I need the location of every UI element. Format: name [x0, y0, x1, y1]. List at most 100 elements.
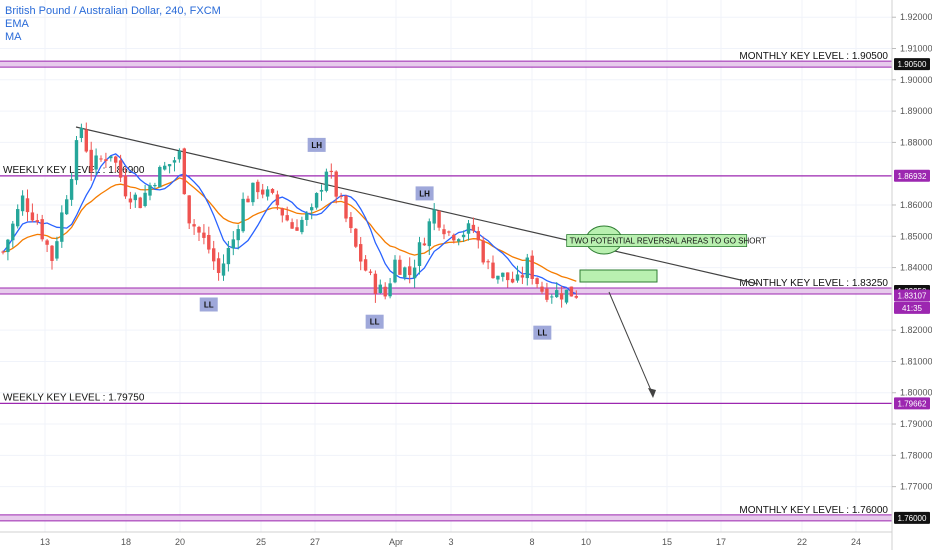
time-tick-label: 3 — [448, 537, 453, 547]
time-tick-label: 17 — [716, 537, 726, 547]
candle-body — [393, 259, 397, 283]
candle-body — [265, 189, 270, 197]
price-tick-label: 1.78000 — [900, 450, 932, 460]
ma-layer — [2, 153, 577, 295]
candle-body — [550, 296, 554, 298]
candle-body — [20, 195, 25, 212]
candle-body — [123, 175, 128, 197]
time-tick-label: 10 — [581, 537, 591, 547]
ema-indicator-label[interactable]: EMA — [5, 18, 29, 30]
candle-body — [45, 240, 49, 245]
key-level-label: MONTHLY KEY LEVEL : 1.76000 — [739, 505, 888, 516]
candle-body — [246, 198, 250, 203]
price-badge — [894, 289, 930, 302]
ema-line — [2, 177, 577, 282]
price-tick-label: 1.80000 — [900, 388, 932, 398]
candle-body — [491, 262, 495, 279]
trendline-layer — [75, 126, 759, 398]
candle-body — [496, 275, 500, 280]
swing-marker-box — [415, 186, 434, 201]
price-badge — [894, 58, 930, 71]
candle-body — [574, 296, 578, 298]
candle-body — [187, 195, 191, 224]
candle-body — [231, 239, 235, 249]
key-level-label: WEEKLY KEY LEVEL : 1.79750 — [3, 392, 145, 403]
candle-body — [501, 272, 505, 277]
candle-body — [1, 251, 5, 253]
annotation-label-box — [566, 234, 748, 247]
candle-body — [569, 286, 574, 297]
candle-body — [172, 160, 177, 163]
candle-body — [153, 184, 157, 187]
descending-trendline — [75, 126, 759, 285]
candle-body — [60, 212, 64, 242]
candle-body — [461, 234, 466, 238]
price-tick-label: 1.81000 — [900, 356, 932, 366]
price-tick-label: 1.85000 — [900, 231, 932, 241]
price-tick-label: 1.82000 — [900, 325, 932, 335]
swing-marker-label: LH — [311, 141, 322, 150]
candle-body — [261, 189, 265, 195]
price-tick-label: 1.92000 — [900, 12, 932, 22]
candle-body — [452, 234, 456, 241]
annotation-label-text: TWO POTENTIAL REVERSAL AREAS TO GO SHORT — [570, 237, 766, 246]
candle-body — [143, 192, 147, 206]
projection-arrow-head — [648, 388, 656, 398]
grid-lines — [0, 0, 892, 532]
candle-body — [133, 194, 137, 201]
candle-body — [457, 239, 461, 242]
candle-body — [202, 232, 206, 238]
price-badge — [894, 301, 930, 314]
candle-body — [251, 182, 255, 203]
candle-body — [207, 234, 211, 250]
annotations-layer: LH LH LL LL LL TWO POTENTIAL REVERSAL AREAS T… — [199, 137, 766, 340]
candle-body — [408, 266, 412, 276]
swing-marker-box — [307, 137, 326, 152]
candle-body — [373, 273, 378, 294]
candle-body — [285, 215, 289, 221]
candle-body — [216, 258, 221, 273]
candle-body — [525, 257, 529, 279]
candle-body — [510, 278, 515, 283]
candle-body — [559, 293, 564, 300]
candle-body — [471, 224, 476, 231]
candle-body — [378, 284, 382, 294]
candle-body — [182, 148, 186, 195]
candle-body — [403, 267, 407, 278]
projection-arrow-line — [608, 291, 654, 396]
price-tick-label: 1.89000 — [900, 106, 932, 116]
key-levels: MONTHLY KEY LEVEL : 1.90500 WEEKLY KEY LE… — [0, 51, 892, 522]
candle-body — [197, 226, 201, 233]
key-level-label: MONTHLY KEY LEVEL : 1.90500 — [739, 51, 888, 62]
time-tick-label: 15 — [662, 537, 672, 547]
candle-body — [275, 194, 280, 206]
candle-body — [128, 198, 133, 203]
candle-body — [192, 224, 196, 227]
time-tick-label: 24 — [851, 537, 861, 547]
time-tick-label: Apr — [389, 537, 403, 547]
candle-body — [466, 223, 471, 234]
swing-marker-label: LL — [370, 318, 380, 327]
candle-body — [319, 189, 324, 192]
ma-indicator-label[interactable]: MA — [5, 31, 22, 43]
candle-body — [138, 197, 142, 209]
candle-body — [114, 156, 118, 163]
candle-body — [422, 243, 427, 246]
candle-body — [158, 166, 162, 188]
candle-body — [290, 222, 294, 229]
candle-body — [30, 212, 35, 221]
candle-body — [535, 278, 539, 285]
key-level-label: WEEKLY KEY LEVEL : 1.86900 — [3, 165, 145, 176]
candle-body — [74, 140, 79, 181]
price-tick-label: 1.79000 — [900, 419, 932, 429]
candle-body — [11, 223, 15, 241]
candle-body — [118, 160, 123, 178]
candle-body — [310, 207, 314, 211]
price-badge — [894, 397, 930, 410]
candle-body — [167, 164, 172, 167]
swing-marker-box — [199, 297, 218, 312]
candle-body — [177, 150, 182, 160]
price-tick-label: 1.90000 — [900, 75, 932, 85]
